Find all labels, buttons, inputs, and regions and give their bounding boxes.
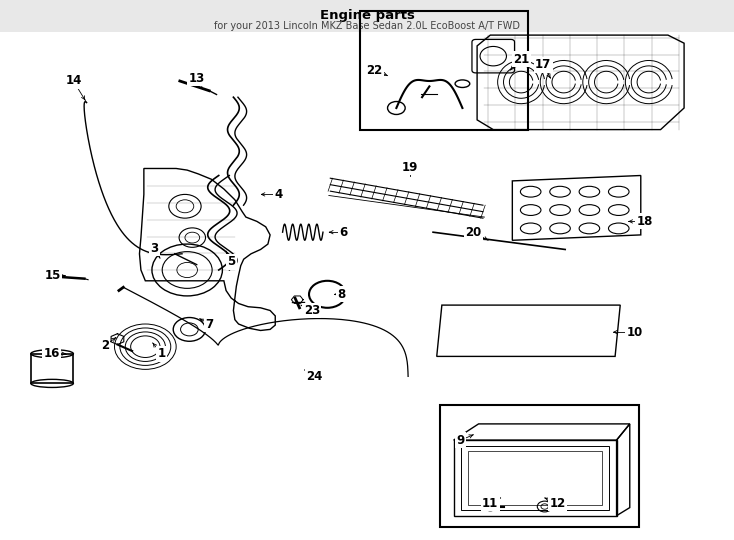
Text: 13: 13 — [189, 72, 205, 85]
Text: 22: 22 — [366, 64, 382, 77]
Text: 6: 6 — [339, 226, 348, 239]
Text: Engine parts: Engine parts — [319, 9, 415, 22]
Bar — [31, 354, 73, 383]
Text: 20: 20 — [465, 226, 482, 239]
Bar — [461, 446, 609, 510]
Text: for your 2013 Lincoln MKZ Base Sedan 2.0L EcoBoost A/T FWD: for your 2013 Lincoln MKZ Base Sedan 2.0… — [214, 21, 520, 31]
Bar — [0, 0, 734, 32]
Text: 16: 16 — [43, 347, 59, 360]
Text: 7: 7 — [205, 318, 214, 330]
Text: 21: 21 — [513, 53, 529, 66]
Text: 19: 19 — [401, 161, 418, 174]
Text: 23: 23 — [304, 304, 320, 317]
Text: 14: 14 — [65, 75, 81, 87]
Text: 24: 24 — [306, 370, 322, 383]
Text: 17: 17 — [535, 58, 551, 71]
Text: 1: 1 — [157, 347, 166, 360]
Text: 9: 9 — [457, 434, 465, 447]
Bar — [360, 11, 528, 130]
Text: 2: 2 — [101, 339, 109, 352]
Text: 8: 8 — [337, 288, 346, 301]
Bar — [440, 405, 639, 526]
Text: 5: 5 — [227, 255, 236, 268]
Text: 10: 10 — [627, 326, 643, 339]
Text: 15: 15 — [45, 269, 61, 282]
Text: 12: 12 — [550, 497, 566, 510]
Text: 18: 18 — [636, 215, 653, 228]
Text: 11: 11 — [482, 497, 498, 510]
Text: 3: 3 — [150, 242, 159, 255]
Text: 4: 4 — [275, 188, 283, 201]
